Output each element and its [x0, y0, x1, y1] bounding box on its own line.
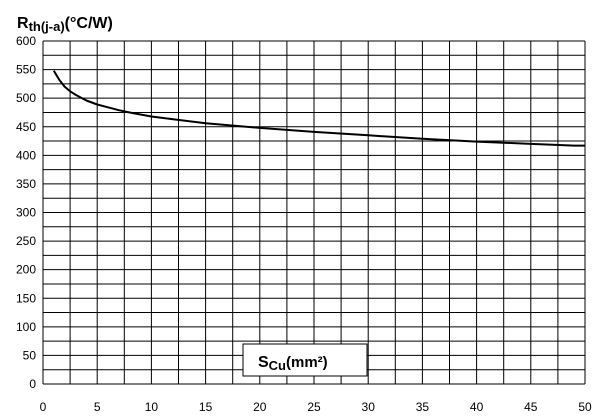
x-tick-label: 10 — [145, 400, 159, 414]
x-tick-label: 30 — [362, 400, 376, 414]
y-tick-labels: 0 50 100 150 200 250 300 350 400 450 500 550 600 — [16, 34, 36, 391]
y-tick-label: 500 — [16, 91, 36, 105]
x-axis-label-box — [242, 343, 368, 377]
xlabel-unit: (mm²) — [286, 354, 328, 371]
title-main: R — [17, 15, 29, 32]
y-tick-label: 400 — [16, 148, 36, 162]
grid — [42, 40, 586, 385]
x-tick-label: 25 — [307, 400, 321, 414]
y-tick-label: 150 — [16, 291, 36, 305]
y-tick-label: 550 — [16, 63, 36, 77]
title-unit: (°C/W) — [65, 15, 113, 32]
series-line — [52, 70, 585, 147]
x-tick-label: 0 — [40, 400, 47, 414]
x-tick-label: 20 — [253, 400, 267, 414]
y-tick-label: 100 — [16, 320, 36, 334]
title-sub: th(j-a) — [29, 19, 65, 34]
xlabel-main: S — [258, 354, 269, 371]
y-tick-label: 300 — [16, 206, 36, 220]
y-tick-label: 450 — [16, 120, 36, 134]
y-tick-label: 200 — [16, 263, 36, 277]
x-tick-label: 50 — [578, 400, 592, 414]
chart-title: Rth(j-a)(°C/W) — [17, 15, 113, 34]
y-tick-label: 350 — [16, 177, 36, 191]
series-layer — [52, 70, 585, 147]
x-tick-label: 45 — [524, 400, 538, 414]
x-tick-label: 35 — [416, 400, 430, 414]
xlabel-sub: Cu — [269, 358, 286, 373]
y-tick-label: 600 — [16, 34, 36, 48]
y-tick-label: 250 — [16, 234, 36, 248]
x-tick-label: 5 — [94, 400, 101, 414]
y-tick-label: 0 — [29, 377, 36, 391]
x-tick-label: 15 — [199, 400, 213, 414]
x-tick-labels: 0 5 10 15 20 25 30 35 40 45 50 — [40, 400, 592, 414]
y-tick-label: 50 — [23, 348, 37, 362]
x-axis-label: SCu(mm²) — [258, 354, 328, 373]
x-tick-label: 40 — [470, 400, 484, 414]
